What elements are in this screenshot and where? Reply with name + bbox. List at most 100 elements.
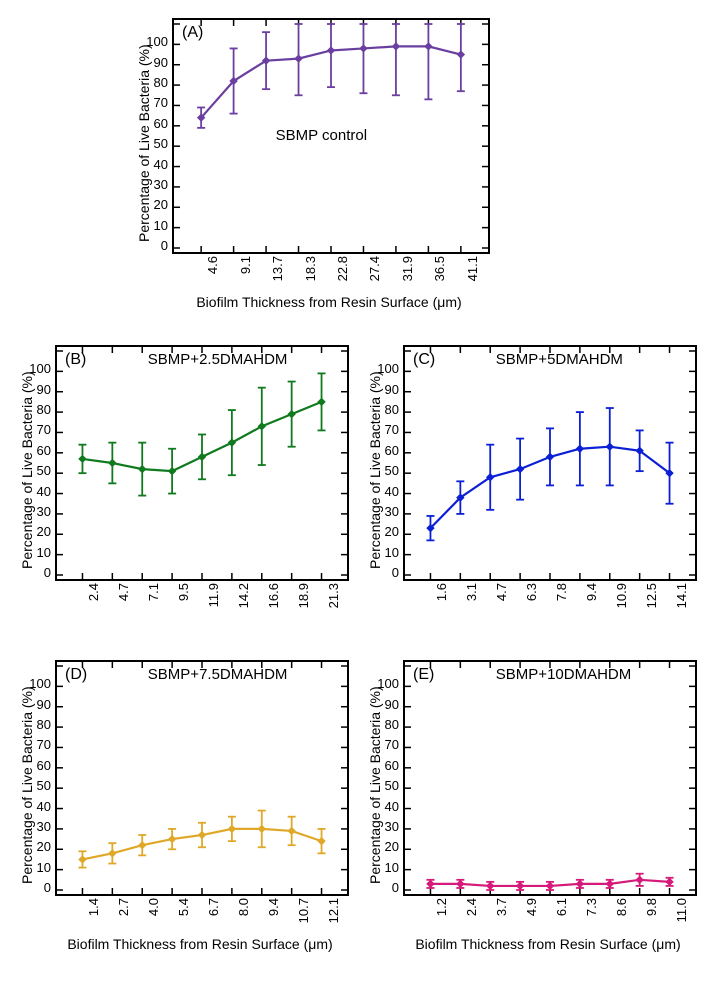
data-marker: [636, 876, 643, 883]
ytick-label: 20: [385, 839, 399, 854]
xtick-label: 2.4: [86, 583, 101, 613]
data-marker: [139, 842, 146, 849]
xtick-label: 22.8: [335, 256, 350, 286]
xtick-label: 4.6: [205, 256, 220, 286]
ytick-label: 60: [385, 443, 399, 458]
xtick-label: 6.7: [206, 898, 221, 928]
ytick-label: 10: [37, 545, 51, 560]
ytick-label: 30: [385, 819, 399, 834]
ytick-label: 80: [385, 402, 399, 417]
xtick-label: 9.4: [584, 583, 599, 613]
xtick-label: 10.7: [296, 898, 311, 928]
panel-letter: (D): [65, 666, 87, 684]
xtick-label: 41.1: [465, 256, 480, 286]
panel-E: [403, 660, 697, 896]
x-axis-label: Biofilm Thickness from Resin Surface (μm…: [45, 936, 355, 952]
ytick-label: 70: [385, 422, 399, 437]
data-marker: [392, 43, 399, 50]
data-marker: [228, 825, 235, 832]
ytick-label: 40: [37, 799, 51, 814]
data-marker: [199, 832, 206, 839]
series-label: SBMP+10DMAHDM: [496, 666, 631, 683]
ytick-label: 20: [154, 197, 168, 212]
panel-letter: (C): [413, 351, 435, 369]
y-axis-label: Percentage of Live Bacteria (%): [367, 686, 383, 884]
ytick-label: 50: [37, 463, 51, 478]
xtick-label: 4.7: [116, 583, 131, 613]
ytick-label: 60: [37, 443, 51, 458]
panel-letter: (A): [182, 24, 203, 42]
ytick-label: 70: [385, 737, 399, 752]
data-marker: [288, 411, 295, 418]
ytick-label: 30: [37, 819, 51, 834]
data-marker: [79, 455, 86, 462]
ytick-label: 0: [44, 565, 51, 580]
plot-svg: [405, 662, 695, 894]
ytick-label: 10: [385, 860, 399, 875]
data-marker: [318, 398, 325, 405]
xtick-label: 4.0: [146, 898, 161, 928]
ytick-label: 40: [37, 484, 51, 499]
xtick-label: 36.5: [432, 256, 447, 286]
xtick-label: 4.9: [524, 898, 539, 928]
xtick-label: 8.6: [614, 898, 629, 928]
xtick-label: 3.7: [494, 898, 509, 928]
ytick-label: 50: [37, 778, 51, 793]
data-marker: [318, 838, 325, 845]
x-axis-label: Biofilm Thickness from Resin Surface (μm…: [174, 294, 484, 310]
xtick-label: 7.1: [146, 583, 161, 613]
ytick-label: 50: [385, 778, 399, 793]
ytick-label: 50: [385, 463, 399, 478]
xtick-label: 1.6: [434, 583, 449, 613]
data-marker: [547, 882, 554, 889]
ytick-label: 90: [37, 382, 51, 397]
xtick-label: 8.0: [236, 898, 251, 928]
data-marker: [547, 453, 554, 460]
xtick-label: 14.2: [236, 583, 251, 613]
data-marker: [169, 836, 176, 843]
ytick-label: 50: [154, 136, 168, 151]
data-marker: [328, 47, 335, 54]
ytick-label: 40: [385, 484, 399, 499]
ytick-label: 60: [154, 116, 168, 131]
data-marker: [457, 880, 464, 887]
data-marker: [517, 882, 524, 889]
data-marker: [295, 55, 302, 62]
ytick-label: 20: [37, 524, 51, 539]
ytick-label: 90: [154, 55, 168, 70]
ytick-label: 40: [385, 799, 399, 814]
panel-letter: (E): [413, 666, 434, 684]
y-axis-label: Percentage of Live Bacteria (%): [19, 371, 35, 569]
ytick-label: 70: [37, 737, 51, 752]
xtick-label: 18.3: [303, 256, 318, 286]
xtick-label: 16.6: [266, 583, 281, 613]
ytick-label: 0: [392, 565, 399, 580]
data-marker: [606, 880, 613, 887]
panel-D: [55, 660, 349, 896]
series-label: SBMP+7.5DMAHDM: [148, 666, 288, 683]
data-marker: [109, 460, 116, 467]
data-marker: [576, 880, 583, 887]
data-marker: [666, 878, 673, 885]
ytick-label: 0: [392, 880, 399, 895]
ytick-label: 90: [37, 697, 51, 712]
xtick-label: 9.8: [644, 898, 659, 928]
ytick-label: 10: [37, 860, 51, 875]
ytick-label: 30: [154, 177, 168, 192]
ytick-label: 90: [385, 697, 399, 712]
y-axis-label: Percentage of Live Bacteria (%): [136, 44, 152, 242]
xtick-label: 13.7: [270, 256, 285, 286]
panel-B: [55, 345, 349, 581]
xtick-label: 1.2: [434, 898, 449, 928]
ytick-label: 0: [44, 880, 51, 895]
data-marker: [169, 468, 176, 475]
ytick-label: 80: [37, 717, 51, 732]
panel-letter: (B): [65, 351, 86, 369]
data-marker: [79, 856, 86, 863]
ytick-label: 80: [37, 402, 51, 417]
data-marker: [109, 850, 116, 857]
xtick-label: 4.7: [494, 583, 509, 613]
xtick-label: 5.4: [176, 898, 191, 928]
xtick-label: 2.4: [464, 898, 479, 928]
xtick-label: 14.1: [674, 583, 689, 613]
